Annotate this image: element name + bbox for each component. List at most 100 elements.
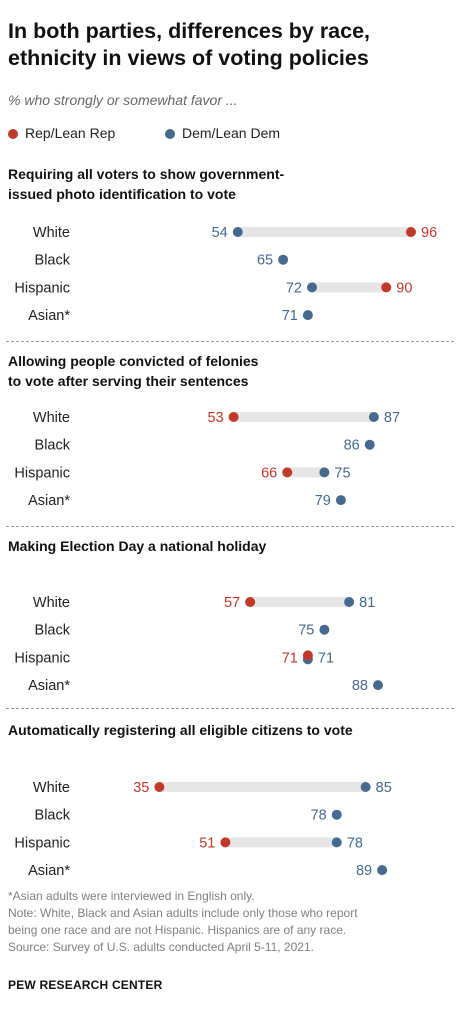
chart-title-line-2: ethnicity in views of voting policies — [8, 46, 369, 70]
category-label: Asian* — [28, 493, 70, 509]
range-bar — [237, 227, 411, 237]
range-bar — [250, 597, 350, 607]
category-label: Hispanic — [14, 280, 70, 296]
category-label: White — [33, 595, 70, 611]
dem-value-label: 85 — [376, 780, 392, 796]
dem-dot — [319, 624, 330, 635]
rep-dot — [154, 782, 165, 792]
category-label: Hispanic — [14, 835, 70, 851]
dem-value-label: 54 — [212, 225, 228, 241]
rep-dot — [302, 650, 313, 661]
note-race: Note: White, Black and Asian adults incl… — [8, 906, 358, 920]
legend-dem-dot — [165, 129, 175, 139]
dem-value-label: 87 — [384, 410, 400, 426]
dem-dot — [360, 782, 371, 792]
note-asian: *Asian adults were interviewed in Englis… — [8, 889, 255, 903]
rep-dot — [381, 282, 392, 293]
note-race-cont: being one race and are not Hispanic. His… — [8, 923, 347, 937]
dem-value-label: 65 — [257, 253, 273, 269]
panel-title-line: Allowing people convicted of felonies — [8, 353, 259, 369]
rep-dot — [245, 597, 256, 607]
panel-title-line: Requiring all voters to show government- — [8, 166, 285, 182]
dem-dot — [232, 227, 243, 237]
panel-title-holiday: Making Election Day a national holiday — [8, 536, 448, 556]
rep-value-label: 53 — [207, 410, 223, 426]
dem-dot — [373, 680, 383, 691]
category-label: Black — [35, 438, 71, 454]
dem-dot — [368, 412, 379, 422]
section-divider — [6, 708, 454, 709]
rep-value-label: 96 — [421, 225, 437, 241]
chart-title-line-1: In both parties, differences by race, — [8, 19, 371, 43]
range-bar — [159, 782, 366, 792]
legend-dem-label: Dem/Lean Dem — [182, 125, 281, 141]
category-label: Black — [35, 253, 71, 269]
rep-dot — [406, 227, 416, 237]
dem-dot — [331, 837, 342, 848]
section-divider — [6, 526, 454, 527]
dem-dot — [319, 467, 330, 478]
dem-value-label: 72 — [286, 280, 302, 296]
rep-value-label: 57 — [224, 595, 240, 611]
category-label: Hispanic — [14, 465, 70, 481]
dem-value-label: 81 — [359, 595, 375, 611]
category-label: Asian* — [28, 863, 70, 879]
panel-title-line: Making Election Day a national holiday — [8, 538, 267, 554]
rep-dot — [220, 837, 231, 848]
dem-value-label: 71 — [318, 650, 334, 666]
panel-title-photo-id: Requiring all voters to show government-… — [8, 164, 448, 204]
legend-item-rep: Rep/Lean Rep — [8, 124, 115, 142]
dem-value-label: 78 — [347, 835, 363, 851]
panel-title-line: to vote after serving their sentences — [8, 373, 249, 389]
rep-dot — [282, 467, 293, 478]
note-source: Source: Survey of U.S. adults conducted … — [8, 940, 314, 954]
dem-dot — [307, 282, 317, 293]
dem-dot — [302, 310, 313, 321]
category-label: White — [33, 225, 70, 241]
panel-title-felonies: Allowing people convicted of felonies to… — [8, 351, 448, 391]
dem-value-label: 75 — [298, 623, 314, 639]
panel-title-line: Automatically registering all eligible c… — [8, 722, 353, 738]
category-label: Black — [35, 808, 71, 824]
source-organization: PEW RESEARCH CENTER — [8, 978, 163, 992]
rep-dot — [228, 412, 239, 422]
dem-dot — [278, 254, 289, 265]
legend-rep-label: Rep/Lean Rep — [25, 125, 116, 141]
dem-dot — [331, 809, 342, 820]
legend-rep-dot — [8, 129, 18, 139]
range-bar — [233, 412, 374, 422]
legend-item-dem: Dem/Lean Dem — [165, 124, 280, 142]
dem-dot — [377, 865, 388, 876]
dem-dot — [364, 439, 375, 450]
chart-notes: *Asian adults were interviewed in Englis… — [8, 888, 454, 956]
rep-value-label: 71 — [282, 650, 298, 666]
category-label: White — [33, 410, 70, 426]
rep-value-label: 90 — [396, 280, 412, 296]
rep-value-label: 35 — [133, 780, 149, 796]
dem-value-label: 89 — [356, 863, 372, 879]
category-label: Black — [35, 623, 71, 639]
dem-value-label: 78 — [311, 808, 327, 824]
panel-title-line: issued photo identification to vote — [8, 186, 236, 202]
dem-value-label: 71 — [282, 308, 298, 324]
category-label: Asian* — [28, 308, 70, 324]
range-bar — [225, 837, 337, 848]
dem-value-label: 86 — [344, 438, 360, 454]
chart-subtitle: % who strongly or somewhat favor ... — [8, 92, 238, 108]
category-label: Asian* — [28, 678, 70, 694]
category-label: Hispanic — [14, 650, 70, 666]
category-label: White — [33, 780, 70, 796]
dem-value-label: 88 — [352, 678, 368, 694]
range-bar — [312, 282, 387, 293]
dem-value-label: 79 — [315, 493, 331, 509]
panel-title-registration: Automatically registering all eligible c… — [8, 720, 448, 740]
rep-value-label: 66 — [261, 465, 277, 481]
section-divider — [6, 341, 454, 342]
dem-dot — [344, 597, 355, 607]
dem-dot — [335, 495, 346, 506]
chart-title: In both parties, differences by race, et… — [8, 18, 452, 72]
range-bar — [287, 467, 325, 478]
dem-value-label: 75 — [334, 465, 350, 481]
